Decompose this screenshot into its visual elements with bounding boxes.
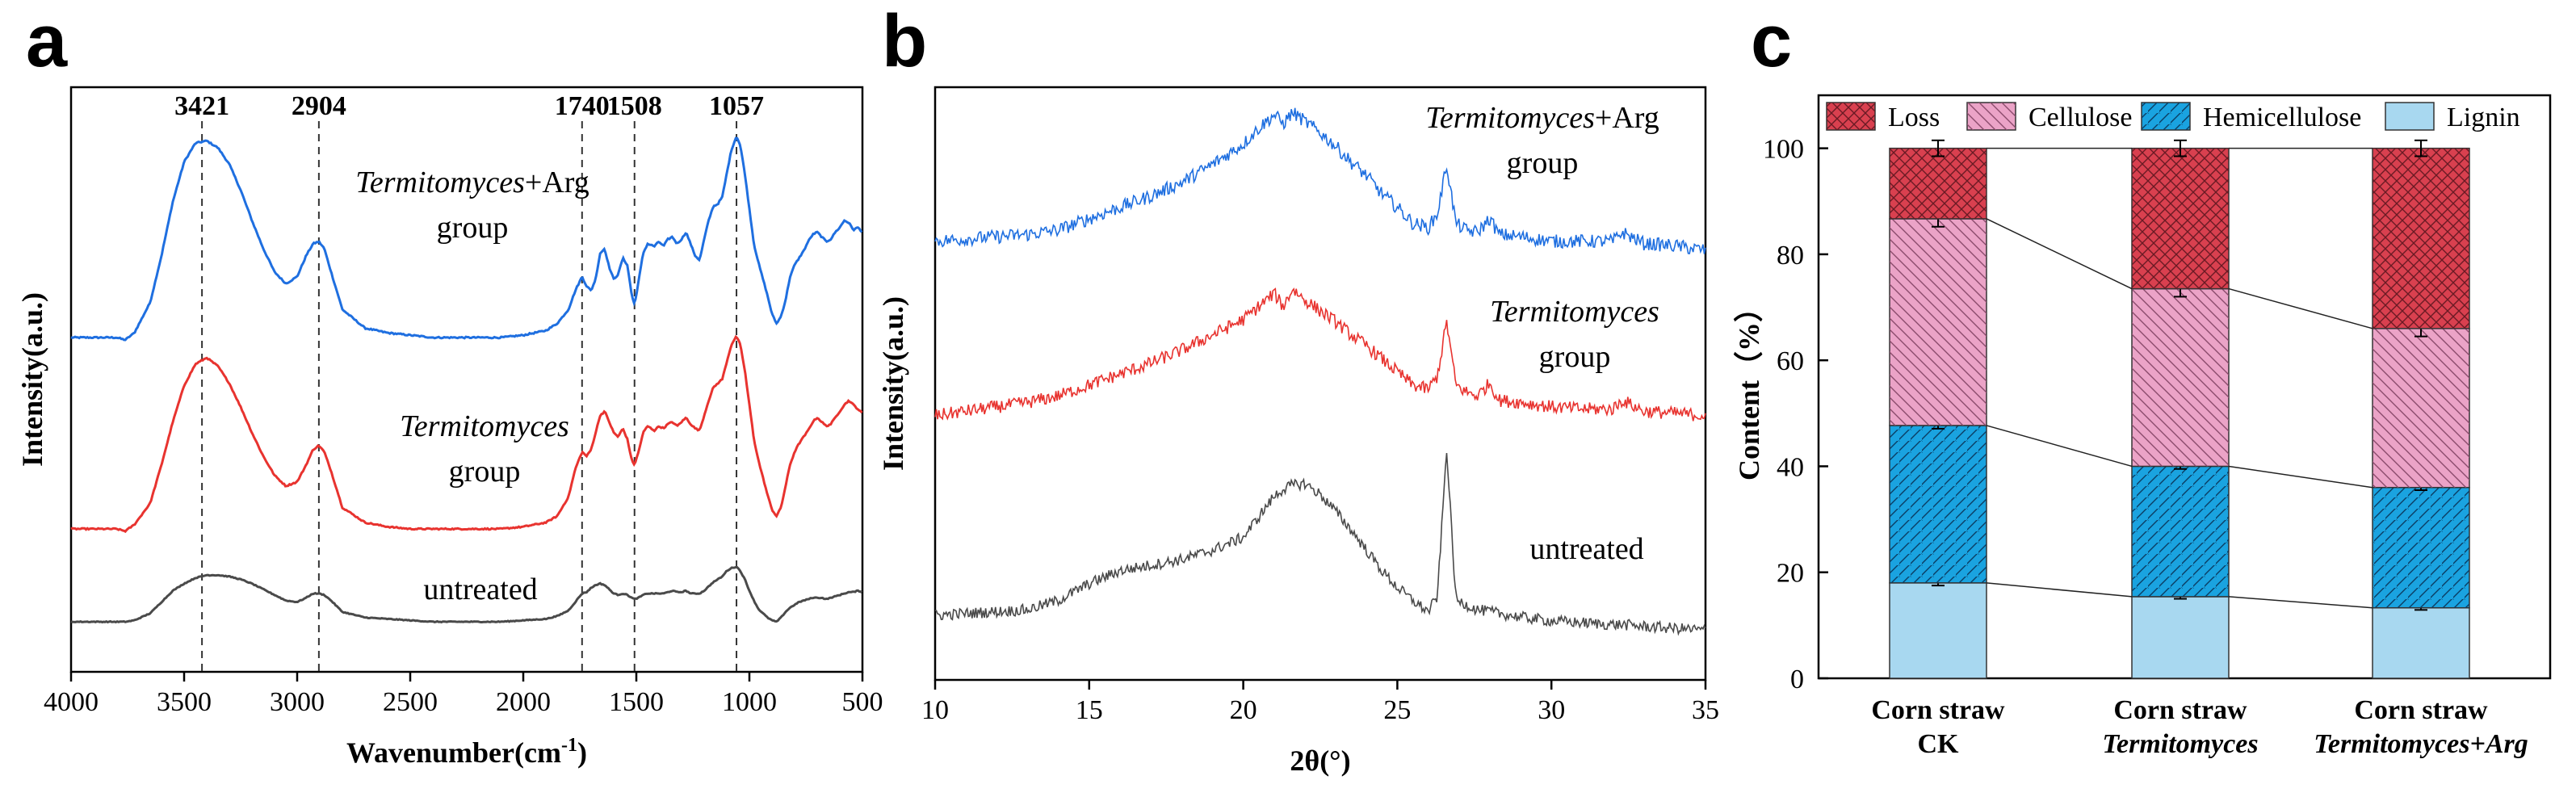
category-label-line2: Termitomyces xyxy=(2102,729,2258,759)
series-label-line2-1: group xyxy=(449,455,521,489)
series-line-2 xyxy=(934,453,1706,636)
legend-label: Lignin xyxy=(2447,103,2520,132)
peak-label: 2904 xyxy=(292,91,346,121)
bar-segment-lignin xyxy=(2131,596,2230,679)
series-label-1-italic: Termitomyces xyxy=(400,409,569,443)
bar-hatch xyxy=(1890,218,1987,426)
series-label-0-italic: Termitomyces xyxy=(355,166,525,199)
category-label-line2: Termitomyces+Arg xyxy=(2314,729,2528,759)
y-tick-label: 60 xyxy=(1777,346,1804,376)
y-axis-title: Content（%） xyxy=(1733,293,1765,480)
series-line-0 xyxy=(934,107,1706,254)
x-tick-label: 30 xyxy=(1538,695,1565,725)
series-line-2 xyxy=(70,565,863,624)
series-line-0 xyxy=(70,136,863,342)
connector-line xyxy=(2228,287,2373,329)
series-label-2: untreated xyxy=(423,573,537,606)
series-line-1 xyxy=(934,287,1706,422)
panel-c-composition-chart: 0 20 40 60 80 100 Content（%） Corn straw CK Corn s… xyxy=(1733,94,2552,759)
x-tick-label: 10 xyxy=(921,695,949,725)
series-label-1: Termitomyces xyxy=(400,409,569,443)
peak-label: 1508 xyxy=(607,91,662,121)
category-label-line1: Corn straw xyxy=(2113,695,2247,725)
legend-swatch-hatch xyxy=(1967,103,2016,130)
x-tick-label: 3500 xyxy=(157,687,212,717)
x-axis-title-end: ) xyxy=(577,736,587,769)
y-tick-label: 20 xyxy=(1777,559,1804,589)
series-label-0: Termitomyces+Arg xyxy=(1425,101,1659,135)
panel-a-ftir-chart: 4000 3500 3000 2500 2000 1500 1000 500 Wavenumbe… xyxy=(16,86,883,769)
legend-swatch-hatch xyxy=(2142,103,2190,130)
y-tick-label: 40 xyxy=(1777,452,1804,482)
series-label-line2-1: group xyxy=(1539,340,1611,374)
series-label-2-rest: untreated xyxy=(423,573,537,606)
connector-line xyxy=(2228,596,2373,609)
x-tick-label: 3000 xyxy=(270,687,325,717)
bar-hatch xyxy=(2132,466,2229,597)
x-tick-label: 15 xyxy=(1076,695,1103,725)
series-label-2-rest: untreated xyxy=(1529,532,1643,566)
legend-swatch-hatch xyxy=(1827,103,1875,130)
connector-line xyxy=(1986,425,2133,468)
x-tick-label: 4000 xyxy=(44,687,99,717)
series-label-0-italic: Termitomyces xyxy=(1425,101,1595,135)
y-tick-label: 0 xyxy=(1790,665,1804,694)
y-tick-label: 80 xyxy=(1777,241,1804,271)
y-axis-title: Intensity(a.u.) xyxy=(16,292,48,467)
legend-label: Cellulose xyxy=(2028,103,2132,132)
series-label-0-rest: +Arg xyxy=(1595,101,1659,135)
series-label-0-rest: +Arg xyxy=(525,166,589,199)
category-label-line1: Corn straw xyxy=(1871,695,2005,725)
x-tick-label: 1000 xyxy=(722,687,777,717)
bar-segment-lignin xyxy=(1889,582,1987,679)
series-label-line2-0: group xyxy=(1507,146,1579,180)
x-axis-title: 2θ(°) xyxy=(1290,745,1350,777)
category-label-line1: Corn straw xyxy=(2354,695,2488,725)
x-tick-label: 20 xyxy=(1230,695,1257,725)
x-tick-label: 2000 xyxy=(496,687,551,717)
legend-label: Loss xyxy=(1888,103,1940,132)
x-axis-title: Wavenumber(cm-1) xyxy=(346,735,587,769)
bar-segment-lignin xyxy=(2372,606,2470,679)
peak-label: 1740 xyxy=(555,91,610,121)
connector-line xyxy=(1986,582,2133,598)
series-label-2: untreated xyxy=(1529,532,1643,566)
series-label-line2-0: group xyxy=(437,211,509,245)
x-tick-label: 1500 xyxy=(609,687,664,717)
series-line-1 xyxy=(70,334,863,534)
connector-line xyxy=(1986,218,2133,290)
x-tick-label: 2500 xyxy=(383,687,438,717)
x-tick-label: 35 xyxy=(1692,695,1719,725)
x-axis-title-main: Wavenumber(cm xyxy=(346,736,561,769)
bar-hatch xyxy=(2132,148,2229,289)
plot-frame xyxy=(69,86,864,673)
panel-letter-b: b xyxy=(882,0,927,82)
x-tick-label: 500 xyxy=(842,687,883,717)
category-label-line2: CK xyxy=(1918,729,1960,759)
x-tick-label: 25 xyxy=(1383,695,1411,725)
y-axis-title: Intensity(a.u.) xyxy=(877,296,909,471)
bar-hatch xyxy=(2373,487,2469,608)
connector-line xyxy=(2228,465,2373,489)
panel-letter-a: a xyxy=(26,0,68,82)
series-label-1: Termitomyces xyxy=(1490,295,1659,329)
bar-hatch xyxy=(2132,288,2229,467)
bar-hatch xyxy=(1890,425,1987,583)
bar-hatch xyxy=(1890,148,1987,219)
y-tick-label: 100 xyxy=(1763,135,1804,165)
x-axis-title-sup: -1 xyxy=(561,735,577,756)
peak-label: 1057 xyxy=(709,91,764,121)
bar-hatch xyxy=(2373,148,2469,329)
series-label-0: Termitomyces+Arg xyxy=(355,166,589,199)
legend-label: Hemicellulose xyxy=(2203,103,2361,132)
peak-label: 3421 xyxy=(174,91,229,121)
series-label-1-italic: Termitomyces xyxy=(1490,295,1659,329)
panel-letter-c: c xyxy=(1751,0,1792,82)
panel-b-xrd-chart: 10 15 20 25 30 35 2θ(°) Intensity(a.u.) Termitom… xyxy=(877,86,1719,777)
bar-hatch xyxy=(2373,328,2469,488)
plot-frame xyxy=(933,86,1707,682)
legend-swatch xyxy=(2385,102,2435,131)
